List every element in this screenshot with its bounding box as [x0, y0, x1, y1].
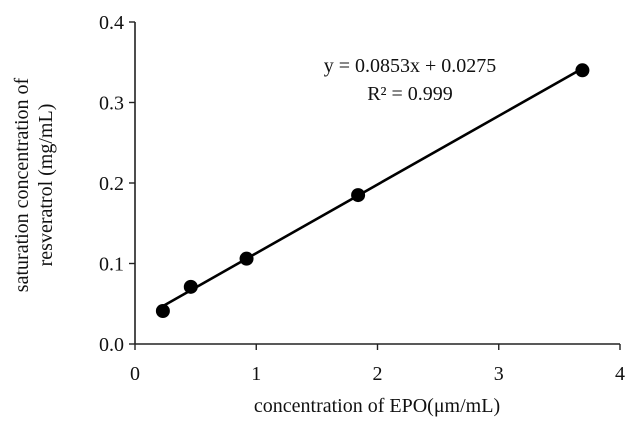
y-tick-label: 0.2: [99, 173, 124, 195]
trendline-r2: R² = 0.999: [367, 83, 453, 105]
x-tick-label: 3: [494, 363, 504, 385]
x-tick-label: 4: [615, 363, 625, 385]
y-tick-label: 0.1: [99, 254, 124, 276]
data-point: [575, 63, 590, 78]
data-point: [155, 303, 170, 318]
y-tick-label: 0.3: [99, 93, 124, 115]
y-tick-label: 0.0: [99, 334, 124, 356]
data-point: [183, 279, 198, 294]
data-point: [351, 188, 366, 203]
x-tick-label: 2: [373, 363, 383, 385]
x-tick-label: 1: [251, 363, 261, 385]
data-points: [155, 63, 590, 318]
x-tick-label: 0: [130, 363, 140, 385]
y-axis-title-line-1: saturation concentration of: [11, 77, 33, 292]
data-point: [239, 251, 254, 266]
y-ticks: 0.0 0.1 0.2 0.3 0.4: [99, 12, 135, 356]
x-ticks: 0 1 2 3 4: [130, 344, 625, 385]
y-tick-label: 0.4: [99, 12, 124, 34]
trendline: [162, 67, 584, 308]
x-axis-title: concentration of EPO(μm/mL): [254, 395, 500, 417]
y-axis-title-line-2: resveratrol (mg/mL): [35, 104, 57, 267]
trendline-equation: y = 0.0853x + 0.0275: [324, 55, 497, 77]
